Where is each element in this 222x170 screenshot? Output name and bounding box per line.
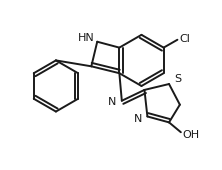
- Text: OH: OH: [183, 130, 200, 140]
- Text: S: S: [174, 74, 181, 84]
- Text: Cl: Cl: [179, 34, 190, 44]
- Text: N: N: [107, 97, 116, 107]
- Text: HN: HN: [77, 33, 94, 43]
- Text: N: N: [134, 114, 143, 124]
